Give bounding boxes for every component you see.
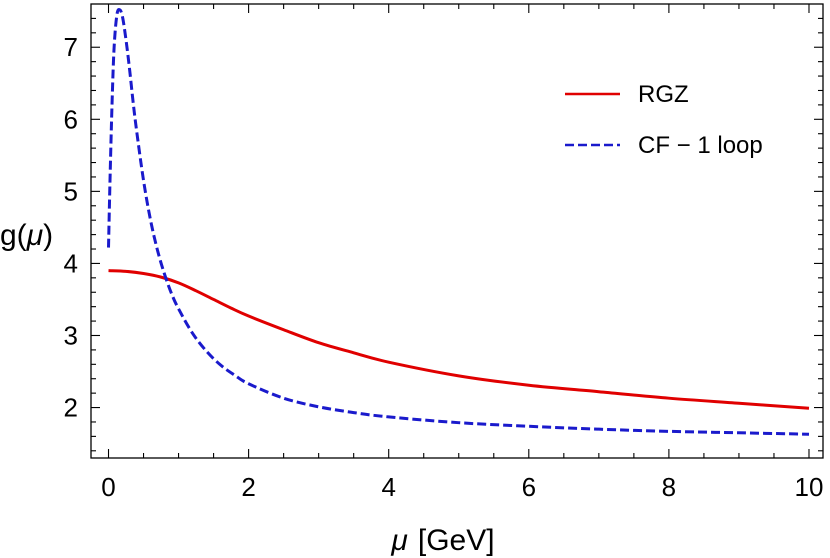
x-axis-symbol: μ <box>390 524 407 557</box>
y-axis-func: g( <box>0 219 27 252</box>
legend: RGZ CF − 1 loop <box>565 81 763 159</box>
plot-frame <box>90 3 824 459</box>
x-axis-unit: [GeV] <box>418 524 495 557</box>
series-line-cf-1-loop <box>107 8 810 436</box>
y-tick-label: 2 <box>64 393 78 423</box>
x-tick-label: 4 <box>381 472 395 502</box>
y-tick-label: 5 <box>64 176 78 206</box>
y-axis-ticks: 2 3 4 5 6 7 <box>64 17 823 452</box>
series-line-rgz <box>108 269 810 410</box>
x-tick-label: 8 <box>662 472 676 502</box>
y-tick-label: 7 <box>64 32 78 62</box>
x-axis-title: μ [GeV] <box>390 524 494 557</box>
x-axis-ticks: 0 2 4 6 8 10 <box>101 4 823 502</box>
x-tick-label: 0 <box>101 472 115 502</box>
x-tick-label: 10 <box>795 472 824 502</box>
y-axis-symbol: μ <box>26 219 43 252</box>
y-tick-label: 3 <box>64 320 78 350</box>
x-tick-label: 6 <box>522 472 536 502</box>
y-tick-label: 4 <box>64 248 78 278</box>
x-tick-label: 2 <box>241 472 255 502</box>
y-axis-title: g(μ) <box>0 219 53 252</box>
legend-label-cf-1-loop: CF − 1 loop <box>638 132 763 159</box>
legend-label-rgz: RGZ <box>638 81 689 108</box>
y-axis-close: ) <box>43 219 53 252</box>
y-tick-label: 6 <box>64 104 78 134</box>
series-layer <box>107 8 810 436</box>
